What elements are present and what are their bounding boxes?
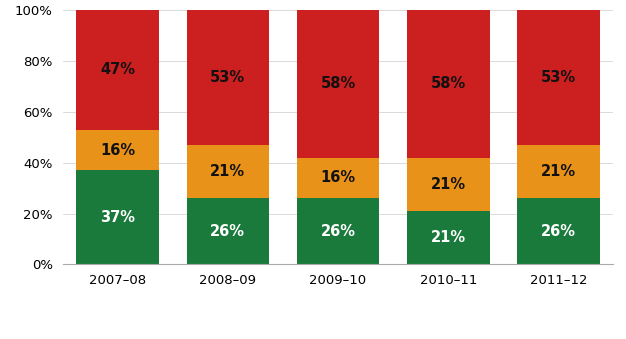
Bar — [187, 145, 269, 198]
Text: 47%: 47% — [100, 62, 135, 77]
Bar — [76, 10, 159, 130]
Text: 26%: 26% — [210, 224, 245, 239]
Bar — [517, 198, 600, 264]
Bar — [517, 10, 600, 145]
Text: 58%: 58% — [431, 76, 466, 92]
Bar — [407, 10, 490, 158]
Text: 53%: 53% — [541, 70, 576, 85]
Text: 58%: 58% — [321, 76, 356, 92]
Bar — [297, 198, 379, 264]
Text: 53%: 53% — [210, 70, 245, 85]
Bar — [297, 158, 379, 198]
Bar — [187, 10, 269, 145]
Bar — [517, 145, 600, 198]
Bar — [297, 10, 379, 158]
Text: 21%: 21% — [541, 164, 576, 179]
Text: 21%: 21% — [210, 164, 245, 179]
Text: 21%: 21% — [431, 230, 466, 245]
Text: 37%: 37% — [100, 210, 135, 225]
Bar — [187, 198, 269, 264]
Bar — [407, 158, 490, 211]
Text: 21%: 21% — [431, 177, 466, 192]
Bar — [76, 171, 159, 264]
Bar — [76, 130, 159, 171]
Text: 16%: 16% — [321, 171, 356, 185]
Bar — [407, 211, 490, 264]
Text: 16%: 16% — [100, 142, 135, 158]
Text: 26%: 26% — [541, 224, 576, 239]
Text: 26%: 26% — [321, 224, 356, 239]
